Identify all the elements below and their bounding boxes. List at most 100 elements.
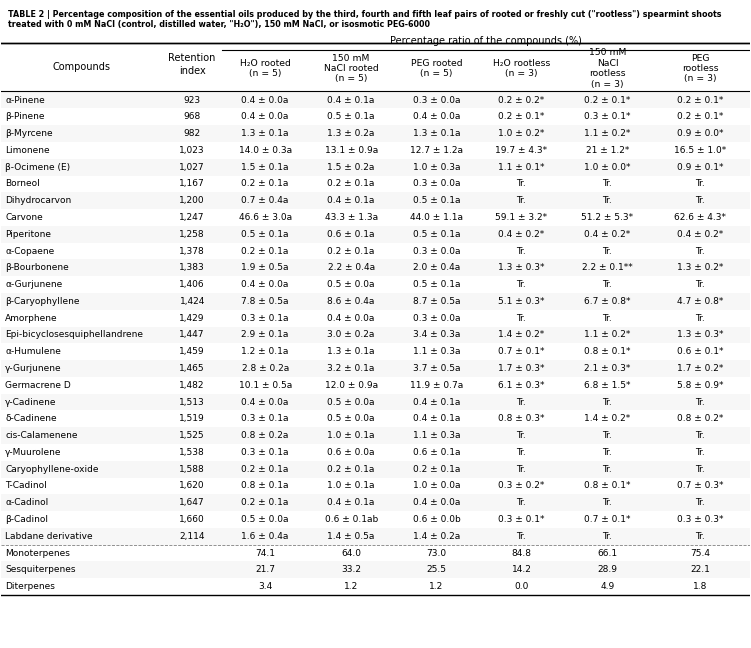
Text: Tr.: Tr. xyxy=(517,398,526,406)
Text: 12.0 ± 0.9a: 12.0 ± 0.9a xyxy=(324,381,378,390)
Text: 6.8 ± 1.5*: 6.8 ± 1.5* xyxy=(584,381,631,390)
Text: 0.3 ± 0.1a: 0.3 ± 0.1a xyxy=(241,448,289,457)
Text: β-Ocimene (E): β-Ocimene (E) xyxy=(5,163,71,172)
Text: 44.0 ± 1.1a: 44.0 ± 1.1a xyxy=(410,213,463,222)
Text: Tr.: Tr. xyxy=(602,398,612,406)
Text: α-Pinene: α-Pinene xyxy=(5,96,45,104)
Text: 1.1 ± 0.1*: 1.1 ± 0.1* xyxy=(498,163,544,172)
Text: 0.7 ± 0.1*: 0.7 ± 0.1* xyxy=(584,515,631,524)
Text: 2.2 ± 0.4a: 2.2 ± 0.4a xyxy=(327,263,375,272)
Text: 5.1 ± 0.3*: 5.1 ± 0.3* xyxy=(498,297,544,306)
Text: 64.0: 64.0 xyxy=(341,549,361,557)
Text: α-Gurjunene: α-Gurjunene xyxy=(5,280,62,289)
Text: 2,114: 2,114 xyxy=(179,532,205,541)
Text: 19.7 ± 4.3*: 19.7 ± 4.3* xyxy=(496,146,547,155)
Text: 1.5 ± 0.1a: 1.5 ± 0.1a xyxy=(241,163,289,172)
Text: 1.5 ± 0.2a: 1.5 ± 0.2a xyxy=(327,163,375,172)
Text: 59.1 ± 3.2*: 59.1 ± 3.2* xyxy=(496,213,547,222)
Text: 0.3 ± 0.0a: 0.3 ± 0.0a xyxy=(413,314,460,323)
Text: 150 mM
NaCl
rootless
(n = 3): 150 mM NaCl rootless (n = 3) xyxy=(589,49,626,89)
Text: 1,519: 1,519 xyxy=(179,414,205,423)
Text: 923: 923 xyxy=(184,96,201,104)
Text: 1.3 ± 0.2*: 1.3 ± 0.2* xyxy=(677,263,723,272)
Text: 1,620: 1,620 xyxy=(179,481,205,491)
Text: 1.0 ± 0.1a: 1.0 ± 0.1a xyxy=(327,431,375,440)
FancyBboxPatch shape xyxy=(2,494,749,511)
Text: 1.4 ± 0.2*: 1.4 ± 0.2* xyxy=(498,330,544,340)
Text: 12.7 ± 1.2a: 12.7 ± 1.2a xyxy=(410,146,463,155)
Text: 1.3 ± 0.3*: 1.3 ± 0.3* xyxy=(498,263,544,272)
Text: 0.3 ± 0.1*: 0.3 ± 0.1* xyxy=(498,515,544,524)
Text: Tr.: Tr. xyxy=(695,448,705,457)
Text: Tr.: Tr. xyxy=(517,532,526,541)
Text: 1.4 ± 0.2*: 1.4 ± 0.2* xyxy=(584,414,631,423)
Text: 1,647: 1,647 xyxy=(179,498,205,507)
Text: Tr.: Tr. xyxy=(517,448,526,457)
Text: 0.3 ± 0.3*: 0.3 ± 0.3* xyxy=(677,515,723,524)
Text: Limonene: Limonene xyxy=(5,146,50,155)
Text: 1.1 ± 0.3a: 1.1 ± 0.3a xyxy=(413,431,460,440)
Text: 75.4: 75.4 xyxy=(690,549,710,557)
Text: Tr.: Tr. xyxy=(695,465,705,474)
Text: 1.7 ± 0.2*: 1.7 ± 0.2* xyxy=(677,364,723,373)
Text: 0.3 ± 0.0a: 0.3 ± 0.0a xyxy=(413,179,460,189)
Text: 0.5 ± 0.0a: 0.5 ± 0.0a xyxy=(327,398,375,406)
Text: 1.7 ± 0.3*: 1.7 ± 0.3* xyxy=(498,364,544,373)
Text: γ-Gurjunene: γ-Gurjunene xyxy=(5,364,62,373)
Text: α-Cadinol: α-Cadinol xyxy=(5,498,48,507)
Text: 0.4 ± 0.0a: 0.4 ± 0.0a xyxy=(327,314,375,323)
Text: 0.8 ± 0.1*: 0.8 ± 0.1* xyxy=(584,481,631,491)
Text: Tr.: Tr. xyxy=(517,314,526,323)
Text: 0.5 ± 0.1a: 0.5 ± 0.1a xyxy=(413,280,460,289)
Text: 1.0 ± 0.2*: 1.0 ± 0.2* xyxy=(498,129,544,138)
Text: 1,447: 1,447 xyxy=(179,330,205,340)
Text: β-Cadinol: β-Cadinol xyxy=(5,515,48,524)
Text: 6.7 ± 0.8*: 6.7 ± 0.8* xyxy=(584,297,631,306)
Text: Tr.: Tr. xyxy=(695,280,705,289)
Text: 1,406: 1,406 xyxy=(179,280,205,289)
Text: 150 mM
NaCl rooted
(n = 5): 150 mM NaCl rooted (n = 5) xyxy=(324,54,379,84)
Text: 0.4 ± 0.0a: 0.4 ± 0.0a xyxy=(242,280,289,289)
Text: 8.6 ± 0.4a: 8.6 ± 0.4a xyxy=(327,297,375,306)
FancyBboxPatch shape xyxy=(2,192,749,209)
Text: δ-Cadinene: δ-Cadinene xyxy=(5,414,57,423)
FancyBboxPatch shape xyxy=(2,394,749,410)
Text: 2.0 ± 0.4a: 2.0 ± 0.4a xyxy=(413,263,460,272)
Text: Tr.: Tr. xyxy=(695,247,705,255)
Text: Carvone: Carvone xyxy=(5,213,43,222)
Text: 28.9: 28.9 xyxy=(598,565,617,574)
Text: 1,588: 1,588 xyxy=(179,465,205,474)
Text: Tr.: Tr. xyxy=(602,465,612,474)
Text: 0.2 ± 0.1a: 0.2 ± 0.1a xyxy=(242,498,289,507)
Text: Tr.: Tr. xyxy=(602,247,612,255)
Text: Tr.: Tr. xyxy=(695,196,705,205)
Text: 1.8: 1.8 xyxy=(693,582,707,591)
Text: 0.5 ± 0.1a: 0.5 ± 0.1a xyxy=(413,196,460,205)
Text: 0.5 ± 0.1a: 0.5 ± 0.1a xyxy=(413,230,460,239)
Text: Tr.: Tr. xyxy=(695,314,705,323)
Text: 0.5 ± 0.0a: 0.5 ± 0.0a xyxy=(327,280,375,289)
Text: 0.9 ± 0.1*: 0.9 ± 0.1* xyxy=(677,163,723,172)
Text: 0.4 ± 0.1a: 0.4 ± 0.1a xyxy=(327,196,375,205)
FancyBboxPatch shape xyxy=(2,561,749,578)
FancyBboxPatch shape xyxy=(2,92,749,108)
Text: 1.0 ± 0.0*: 1.0 ± 0.0* xyxy=(584,163,631,172)
Text: 0.4 ± 0.0a: 0.4 ± 0.0a xyxy=(242,112,289,121)
Text: Tr.: Tr. xyxy=(695,532,705,541)
Text: 13.1 ± 0.9a: 13.1 ± 0.9a xyxy=(324,146,378,155)
Text: 0.2 ± 0.1a: 0.2 ± 0.1a xyxy=(242,465,289,474)
Text: 51.2 ± 5.3*: 51.2 ± 5.3* xyxy=(581,213,634,222)
Text: 7.8 ± 0.5a: 7.8 ± 0.5a xyxy=(241,297,289,306)
Text: 5.8 ± 0.9*: 5.8 ± 0.9* xyxy=(677,381,723,390)
FancyBboxPatch shape xyxy=(2,293,749,310)
Text: Compounds: Compounds xyxy=(53,62,111,71)
Text: Tr.: Tr. xyxy=(517,280,526,289)
Text: 8.7 ± 0.5a: 8.7 ± 0.5a xyxy=(413,297,460,306)
Text: 1.1 ± 0.2*: 1.1 ± 0.2* xyxy=(584,330,631,340)
Text: Retention
index: Retention index xyxy=(168,53,216,76)
Text: 1.0 ± 0.0a: 1.0 ± 0.0a xyxy=(413,481,460,491)
Text: 1,023: 1,023 xyxy=(179,146,205,155)
Text: 0.8 ± 0.3*: 0.8 ± 0.3* xyxy=(498,414,544,423)
Text: 1.1 ± 0.2*: 1.1 ± 0.2* xyxy=(584,129,631,138)
Text: 16.5 ± 1.0*: 16.5 ± 1.0* xyxy=(674,146,726,155)
